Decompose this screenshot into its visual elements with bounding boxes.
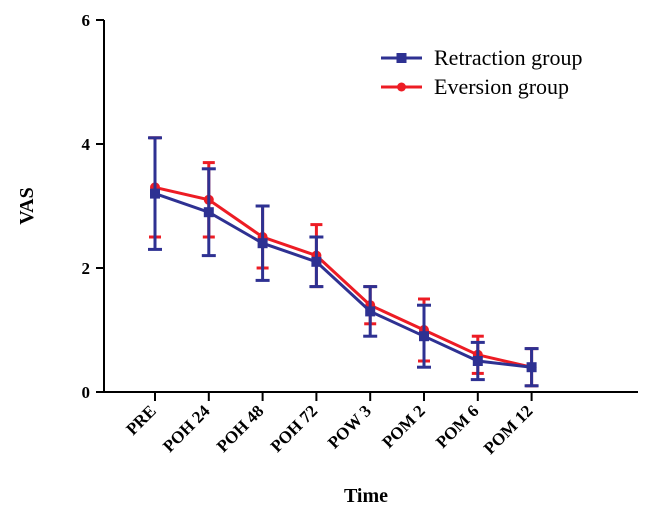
data-point	[472, 356, 483, 366]
legend-label: Eversion group	[434, 74, 569, 99]
x-tick-label: POH 48	[213, 401, 268, 456]
x-tick-label: POM 2	[378, 401, 428, 451]
legend-marker	[396, 53, 407, 63]
x-tick-label: POM 6	[432, 401, 482, 451]
data-point	[257, 238, 268, 249]
y-axis-label: VAS	[16, 187, 38, 224]
data-point	[365, 306, 376, 317]
data-point	[150, 188, 160, 199]
x-ticks: PRE POH 24 POH 48 POH 72 POW 3 POM 2 POM 6POM …	[122, 392, 536, 458]
y-ticks: 0 2 4 6	[82, 11, 104, 402]
data-point	[419, 331, 429, 342]
x-tick-label: PRE	[122, 401, 159, 438]
series-eversion-group	[149, 136, 538, 388]
data-point	[203, 207, 214, 218]
legend-item: Eversion group	[381, 74, 569, 99]
x-tick-label: POH 72	[267, 401, 322, 456]
legend: Retraction group Eversion group	[381, 45, 582, 99]
legend-marker	[397, 82, 406, 92]
x-tick-label: POH 24	[159, 401, 214, 456]
x-tick-label: POW 3	[324, 401, 375, 452]
y-tick-label: 2	[82, 259, 91, 278]
legend-label: Retraction group	[434, 45, 582, 70]
x-tick-label: POM 12	[480, 401, 537, 458]
series-line	[154, 185, 532, 369]
series-layer	[148, 136, 539, 388]
y-tick-label: 0	[82, 383, 91, 402]
y-tick-label: 6	[82, 11, 91, 30]
x-axis-label: Time	[344, 485, 388, 507]
legend-item: Retraction group	[381, 45, 582, 70]
series-retraction-group	[148, 136, 539, 388]
data-point	[311, 256, 322, 267]
data-point	[526, 362, 537, 373]
series-line	[154, 192, 532, 369]
y-tick-label: 4	[82, 135, 91, 154]
